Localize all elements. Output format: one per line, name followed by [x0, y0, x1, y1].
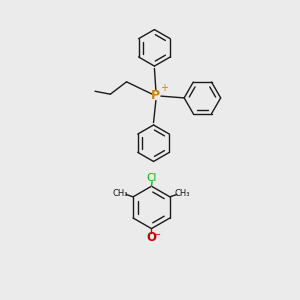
Text: O: O [146, 231, 157, 244]
Text: P: P [151, 89, 160, 102]
Text: Cl: Cl [147, 173, 157, 183]
Text: +: + [160, 83, 168, 93]
Text: −: − [153, 230, 161, 240]
Text: CH₃: CH₃ [113, 189, 128, 198]
Text: CH₃: CH₃ [174, 189, 190, 198]
